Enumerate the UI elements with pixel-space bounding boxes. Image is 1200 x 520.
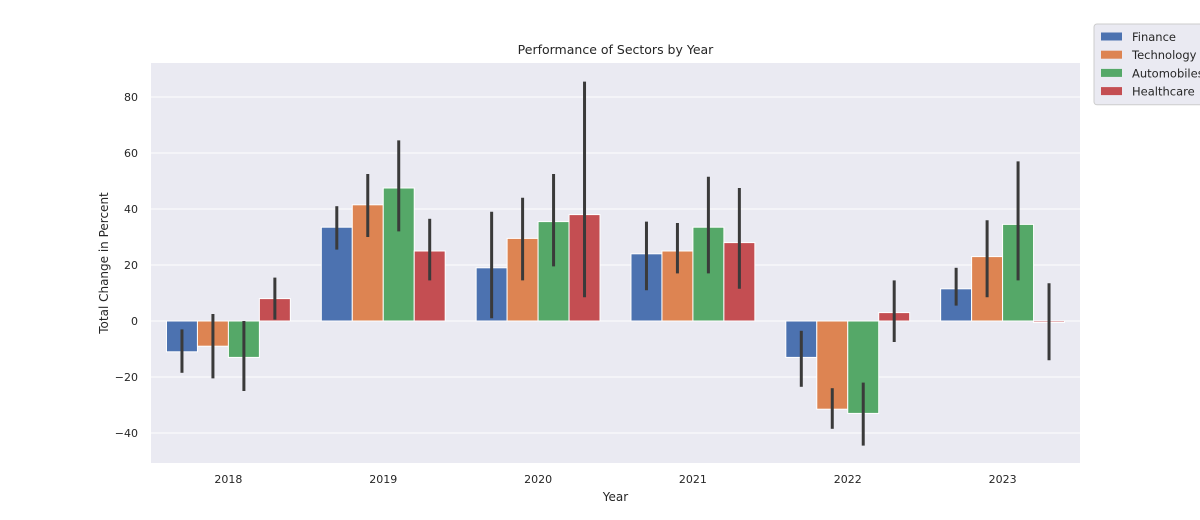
- y-tick-label: 20: [124, 259, 138, 272]
- grid-lines: [151, 96, 1080, 434]
- x-tick-label: 2019: [369, 473, 397, 486]
- legend-label-finance: Finance: [1132, 30, 1176, 44]
- y-axis-ticks: −40 −20 0 20 40 60 80: [115, 91, 138, 440]
- x-tick-label: 2021: [679, 473, 707, 486]
- legend-label-technology: Technology: [1131, 48, 1197, 62]
- legend-label-automobiles: Automobiles: [1132, 66, 1200, 80]
- bar-automobiles-2020: [537, 221, 570, 322]
- legend: Finance Technology Automobiles Healthcare: [1093, 23, 1200, 106]
- legend-swatch-technology: [1101, 50, 1122, 59]
- legend-box: [1093, 23, 1200, 106]
- bar-automobiles-2022: [847, 320, 880, 414]
- x-tick-label: 2020: [524, 473, 552, 486]
- y-tick-label: 80: [124, 91, 138, 104]
- x-axis-ticks: 2018 2019 2020 2021 2022 2023: [214, 473, 1016, 486]
- y-tick-label: −40: [115, 427, 138, 440]
- y-tick-label: −20: [115, 371, 138, 384]
- x-tick-label: 2018: [214, 473, 242, 486]
- chart-title: Performance of Sectors by Year: [518, 42, 715, 57]
- y-tick-label: 0: [131, 315, 138, 328]
- y-tick-label: 40: [124, 203, 138, 216]
- plot-area: [151, 63, 1080, 463]
- y-axis-label: Total Change in Percent: [97, 192, 111, 335]
- x-axis-label: Year: [602, 490, 628, 504]
- error-bars-group: [180, 81, 1051, 446]
- legend-swatch-finance: [1101, 32, 1122, 41]
- x-tick-label: 2023: [989, 473, 1017, 486]
- legend-label-healthcare: Healthcare: [1132, 85, 1195, 99]
- legend-swatch-healthcare: [1101, 87, 1122, 96]
- legend-swatch-automobiles: [1101, 68, 1122, 77]
- x-tick-label: 2022: [834, 473, 862, 486]
- y-tick-label: 60: [124, 147, 138, 160]
